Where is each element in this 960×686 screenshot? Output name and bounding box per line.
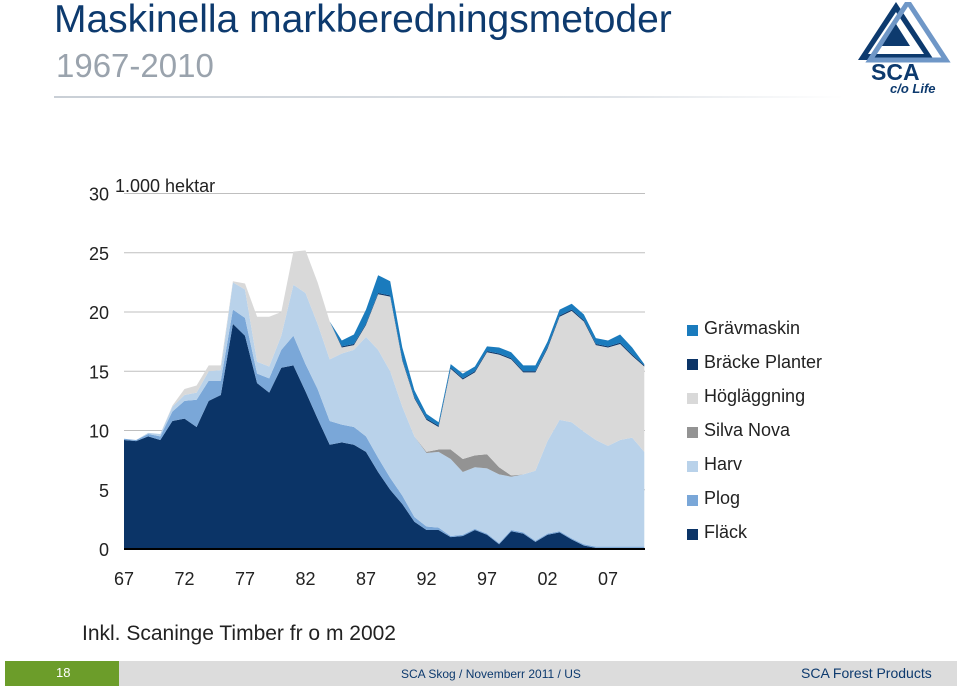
title-divider: [54, 96, 844, 98]
area-series-flack: [124, 323, 645, 549]
area-series-harv: [124, 282, 645, 547]
x-tick-label: 97: [477, 569, 497, 589]
legend-swatch: [687, 529, 698, 540]
logo-tagline: c/o Life: [890, 81, 936, 96]
legend-label: Bräcke Planter: [704, 352, 823, 372]
legend-swatch: [687, 495, 698, 506]
x-tick-label: 07: [598, 569, 618, 589]
area-series-gravmaskin: [124, 250, 645, 440]
footnote: Inkl. Scaninge Timber fr o m 2002: [82, 622, 396, 645]
legend-swatch: [687, 325, 698, 336]
legend-swatch: [687, 427, 698, 438]
legend-swatch: [687, 359, 698, 370]
slide-title: Maskinella markberedningsmetoder: [54, 0, 672, 41]
y-tick-label: 30: [89, 185, 109, 205]
area-series-hoglaggning: [124, 250, 645, 476]
legend-label: Harv: [704, 454, 743, 474]
legend-label: Silva Nova: [704, 420, 791, 440]
x-tick-label: 87: [356, 569, 376, 589]
y-tick-label: 0: [99, 540, 109, 560]
page-number-badge: 18: [5, 661, 119, 686]
legend-swatch: [687, 393, 698, 404]
footer-bar: [5, 661, 957, 686]
legend-label: Plog: [704, 488, 741, 508]
legend-swatch: [687, 461, 698, 472]
y-axis-label: 1.000 hektar: [115, 176, 215, 196]
y-tick-label: 20: [89, 303, 109, 323]
y-tick-label: 5: [99, 481, 109, 501]
logo-text: SCA: [871, 59, 920, 85]
slide-subtitle: 1967-2010: [56, 47, 214, 84]
y-tick-label: 15: [89, 362, 109, 382]
y-tick-label: 10: [89, 422, 109, 442]
x-tick-label: 92: [416, 569, 436, 589]
x-tick-label: 72: [174, 569, 194, 589]
x-tick-label: 77: [235, 569, 255, 589]
legend-label: Fläck: [704, 522, 748, 542]
legend-label: Grävmaskin: [704, 318, 801, 338]
x-tick-label: 02: [537, 569, 557, 589]
y-tick-label: 25: [89, 244, 109, 264]
x-tick-label: 67: [114, 569, 134, 589]
sca-logo-icon: [858, 2, 951, 63]
footer-company: SCA Forest Products: [801, 665, 932, 681]
page-number: 18: [56, 665, 71, 680]
area-series-plog: [124, 309, 645, 548]
stacked-area-chart: 0 5 10 15 20 25 30 1.000 hektar 67 72 77 82 87 92 97 02…: [89, 176, 645, 589]
footer-center-text: SCA Skog / Novemberr 2011 / US: [401, 667, 581, 681]
legend-label: Högläggning: [704, 386, 806, 406]
x-tick-label: 82: [295, 569, 315, 589]
